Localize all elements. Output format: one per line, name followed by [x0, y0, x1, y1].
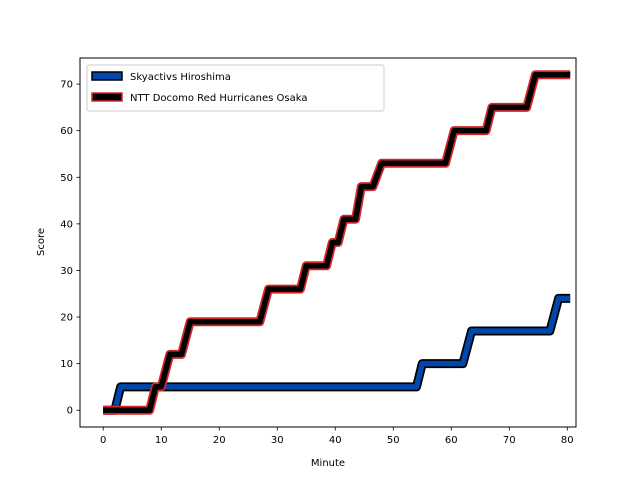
x-axis: 0 10 20 30 40 50 60 70 80 [100, 427, 574, 446]
x-axis-label: Minute [311, 458, 345, 469]
y-axis-label: Score [36, 228, 47, 256]
x-tick-label: 70 [503, 435, 516, 446]
series-layer [103, 70, 571, 415]
legend-item-ntt-docomo-red-hurricanes-osaka: NTT Docomo Red Hurricanes Osaka [91, 92, 308, 104]
series-ntt-docomo-red-hurricanes-osaka [103, 70, 571, 415]
series-line [103, 72, 571, 413]
series-skyactivs-hiroshima [103, 293, 571, 415]
x-tick-label: 0 [100, 435, 106, 446]
legend-box [86, 64, 385, 112]
y-tick-label: 70 [60, 80, 73, 91]
y-tick-label: 60 [60, 126, 73, 137]
legend-label: Skyactivs Hiroshima [130, 72, 231, 83]
y-tick-label: 10 [60, 359, 73, 370]
y-axis: 0 10 20 30 40 50 60 70 [60, 80, 80, 417]
x-tick-label: 10 [155, 435, 168, 446]
x-tick-label: 60 [445, 435, 458, 446]
legend-swatch [91, 92, 123, 102]
y-tick-label: 50 [60, 173, 73, 184]
legend: Skyactivs Hiroshima NTT Docomo Red Hurric… [86, 64, 385, 112]
y-tick-label: 0 [67, 406, 73, 417]
x-tick-label: 20 [213, 435, 226, 446]
x-tick-label: 50 [387, 435, 400, 446]
legend-swatch [91, 71, 123, 81]
legend-item-skyactivs-hiroshima: Skyactivs Hiroshima [91, 71, 231, 83]
y-tick-label: 30 [60, 266, 73, 277]
y-tick-label: 20 [60, 313, 73, 324]
x-tick-label: 80 [561, 435, 574, 446]
plot-frame [79, 57, 577, 428]
x-tick-label: 40 [329, 435, 342, 446]
y-tick-label: 40 [60, 219, 73, 230]
legend-label: NTT Docomo Red Hurricanes Osaka [130, 93, 308, 104]
series-line [103, 295, 571, 413]
x-tick-label: 30 [271, 435, 284, 446]
